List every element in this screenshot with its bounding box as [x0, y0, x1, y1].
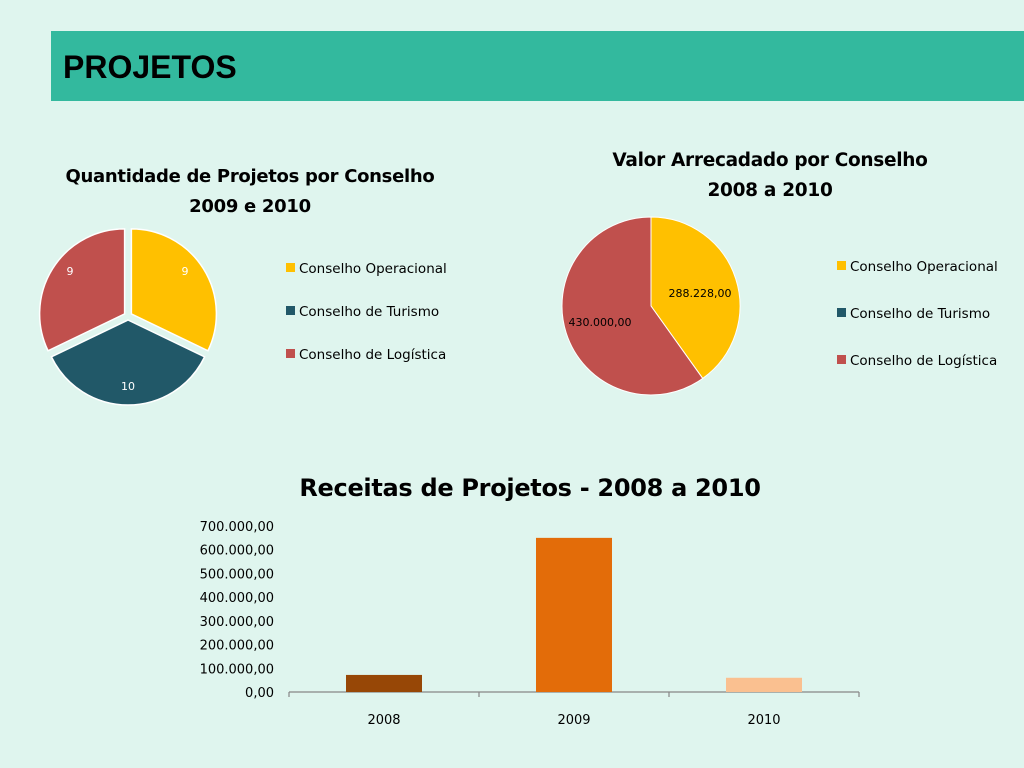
pie1-legend-label-operacional: Conselho Operacional	[299, 261, 447, 277]
bar-ytick-label-1: 100.000,00	[200, 662, 274, 677]
pie1-legend-swatch-operacional	[286, 263, 295, 272]
bar-ytick-label-3: 300.000,00	[200, 615, 274, 630]
bar-ytick-label-0: 0,00	[245, 686, 274, 701]
pie1-slice-1	[50, 319, 206, 406]
bar-ytick-label-7: 700.000,00	[200, 520, 274, 535]
pie2-legend-logistica: Conselho de Logística	[837, 353, 997, 369]
pie2-legend-swatch-turismo	[837, 308, 846, 317]
bar-ytick-label-2: 200.000,00	[200, 639, 274, 654]
page-title: PROJETOS	[63, 49, 237, 85]
bar-xtick-label-2: 2010	[747, 713, 780, 728]
pie1-title: Quantidade de Projetos por Conselho 2009…	[50, 162, 450, 222]
pie2-value-label-2: 430.000,00	[569, 316, 632, 329]
pie2-value-label-0: 288.228,00	[669, 287, 732, 300]
pie2-legend-turismo: Conselho de Turismo	[837, 306, 990, 322]
pie1-legend-turismo: Conselho de Turismo	[286, 304, 439, 320]
bar-ytick-label-5: 500.000,00	[200, 567, 274, 582]
pie1-title-line1: Quantidade de Projetos por Conselho	[65, 166, 435, 187]
pie2-legend-label-logistica: Conselho de Logística	[850, 353, 998, 369]
pie1-value-label-2: 9	[67, 265, 74, 278]
bar-2010	[726, 677, 802, 692]
pie1-slice-2	[38, 228, 126, 352]
pie1-legend-operacional: Conselho Operacional	[286, 261, 447, 277]
pie2-title-line1: Valor Arrecadado por Conselho	[612, 150, 928, 171]
pie1-legend-swatch-logistica	[286, 349, 295, 358]
pie1-title-line2: 2009 e 2010	[189, 196, 311, 217]
pie1-legend-label-turismo: Conselho de Turismo	[299, 304, 440, 320]
pie2-legend-label-turismo: Conselho de Turismo	[850, 306, 991, 322]
pie1-value-label-0: 9	[182, 265, 189, 278]
bar-xtick-label-0: 2008	[367, 713, 400, 728]
bar-chart-title: Receitas de Projetos - 2008 a 2010	[299, 474, 761, 502]
pie1-legend-swatch-turismo	[286, 306, 295, 315]
title-bar: PROJETOS	[51, 31, 1024, 101]
pie1-slice-0	[130, 228, 218, 352]
pie2-title: Valor Arrecadado por Conselho 2008 a 201…	[570, 146, 970, 206]
bar-2009	[536, 537, 612, 692]
pie2-legend-operacional: Conselho Operacional	[837, 259, 998, 275]
pie2-slice-2	[561, 216, 704, 396]
bar-ytick-label-6: 600.000,00	[200, 544, 274, 559]
pie2-legend-swatch-logistica	[837, 355, 846, 364]
bar-ytick-label-4: 400.000,00	[200, 591, 274, 606]
pie1-value-label-1: 10	[121, 380, 135, 393]
pie1-legend-logistica: Conselho de Logística	[286, 347, 446, 363]
pie1-legend-label-logistica: Conselho de Logística	[299, 347, 447, 363]
pie2-legend-label-operacional: Conselho Operacional	[850, 259, 998, 275]
pie2-legend-swatch-operacional	[837, 261, 846, 270]
bar-xtick-label-1: 2009	[557, 713, 590, 728]
pie2-title-line2: 2008 a 2010	[707, 180, 833, 201]
pie2-slice-0	[650, 216, 741, 380]
bar-2008	[346, 674, 422, 692]
